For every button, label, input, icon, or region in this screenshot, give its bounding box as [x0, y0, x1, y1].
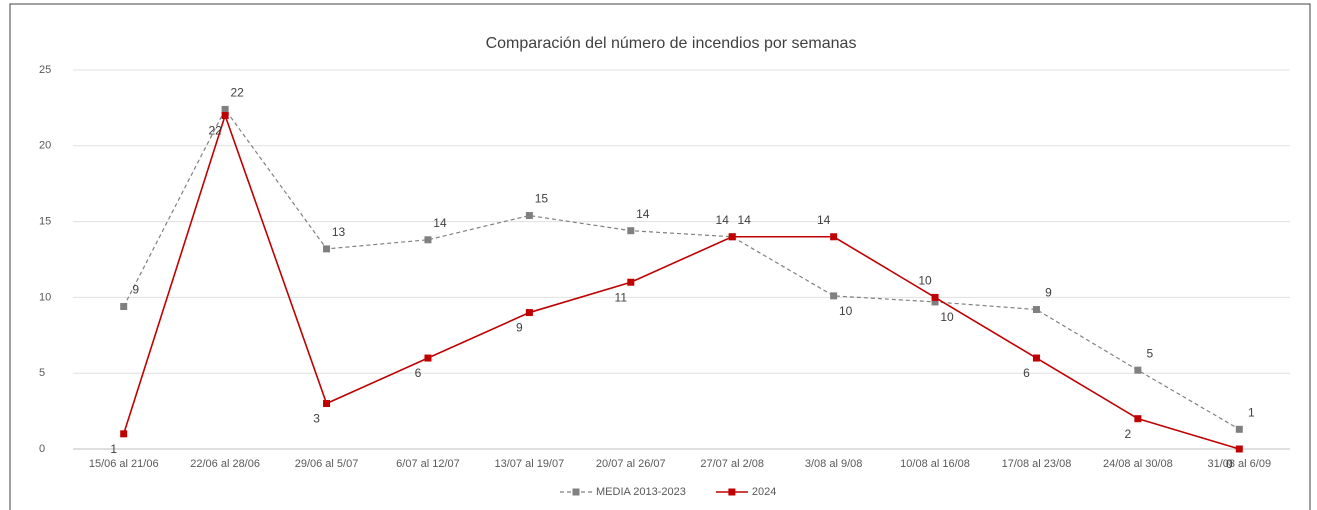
- x-tick-label: 3/08 al 9/08: [805, 458, 863, 470]
- point-marker: [1235, 445, 1243, 453]
- point-marker: [728, 233, 736, 241]
- point-marker: [525, 212, 533, 220]
- y-tick-label: 0: [39, 443, 45, 455]
- data-label: 9: [1045, 286, 1052, 300]
- data-label: 9: [516, 321, 523, 335]
- point-marker: [221, 111, 229, 119]
- data-label: 22: [230, 86, 244, 100]
- data-label: 10: [839, 304, 853, 318]
- legend-label: MEDIA 2013-2023: [596, 486, 686, 498]
- point-marker: [931, 298, 939, 306]
- point-marker: [120, 302, 128, 310]
- data-label: 10: [940, 310, 954, 324]
- point-marker: [120, 430, 128, 438]
- x-tick-label: 20/07 al 26/07: [596, 458, 666, 470]
- data-label: 1: [1248, 405, 1255, 419]
- data-label: 13: [332, 225, 346, 239]
- data-label: 22: [208, 124, 222, 138]
- chart-title: Comparación del número de incendios por …: [486, 35, 857, 52]
- point-marker: [1134, 366, 1142, 374]
- point-marker: [1032, 354, 1040, 362]
- data-label: 5: [1147, 346, 1154, 360]
- data-label: 9: [132, 283, 139, 297]
- data-label: 14: [716, 213, 730, 227]
- y-tick-label: 25: [39, 64, 51, 76]
- point-marker: [1235, 425, 1243, 433]
- data-label: 0: [1226, 457, 1233, 471]
- y-tick-label: 10: [39, 291, 51, 303]
- point-marker: [830, 233, 838, 241]
- x-tick-label: 15/06 al 21/06: [89, 458, 159, 470]
- x-tick-label: 27/07 al 2/08: [700, 458, 764, 470]
- data-label: 10: [918, 274, 932, 288]
- x-tick-label: 10/08 al 16/08: [900, 458, 970, 470]
- data-label: 1: [110, 442, 117, 456]
- x-tick-label: 24/08 al 30/08: [1103, 458, 1173, 470]
- x-tick-label: 13/07 al 19/07: [495, 458, 565, 470]
- point-marker: [323, 400, 331, 408]
- data-label: 14: [636, 207, 650, 221]
- point-marker: [424, 354, 432, 362]
- point-marker: [931, 293, 939, 301]
- point-marker: [525, 309, 533, 317]
- point-marker: [323, 245, 331, 253]
- x-tick-label: 29/06 al 5/07: [295, 458, 359, 470]
- data-label: 2: [1125, 427, 1132, 441]
- series-line: [123, 108, 1240, 430]
- point-marker: [1134, 415, 1142, 423]
- legend-label: 2024: [752, 486, 776, 498]
- point-marker: [1032, 306, 1040, 314]
- legend-marker: [728, 488, 736, 496]
- chart-frame: [9, 3, 1311, 510]
- data-label: 14: [738, 213, 752, 227]
- data-label: 15: [535, 192, 549, 206]
- point-marker: [424, 236, 432, 244]
- data-label: 14: [817, 213, 831, 227]
- data-label: 11: [615, 290, 628, 304]
- point-marker: [830, 292, 838, 300]
- point-marker: [627, 278, 635, 286]
- data-label: 6: [415, 366, 422, 380]
- legend-marker: [572, 488, 580, 496]
- point-marker: [221, 105, 229, 113]
- series-line: [122, 112, 1240, 450]
- y-tick-label: 15: [39, 216, 51, 228]
- x-tick-label: 17/08 al 23/08: [1002, 458, 1072, 470]
- x-tick-label: 31/08 al 6/09: [1207, 458, 1271, 470]
- x-tick-label: 22/06 al 28/06: [190, 458, 260, 470]
- point-marker: [627, 227, 635, 235]
- data-label: 6: [1023, 366, 1030, 380]
- data-label: 3: [313, 412, 320, 426]
- x-tick-label: 6/07 al 12/07: [396, 458, 460, 470]
- data-label: 14: [433, 216, 447, 230]
- y-tick-label: 20: [39, 140, 51, 152]
- y-tick-label: 5: [39, 367, 45, 379]
